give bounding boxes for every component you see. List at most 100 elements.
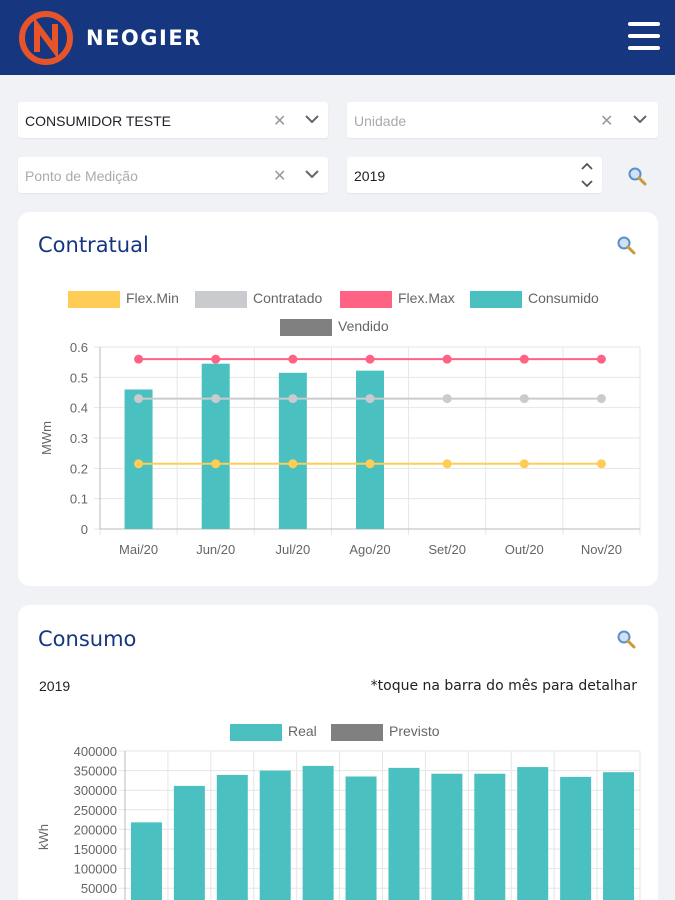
y-tick-label: 100000 [74, 862, 117, 877]
bar-consumido [201, 363, 230, 529]
consumo-year: 2019 [39, 678, 71, 694]
point-contratado [519, 394, 529, 404]
point-contratado [596, 394, 606, 404]
point-flex-min [288, 459, 298, 469]
cliente-select[interactable]: CONSUMIDOR TESTE ✕ [18, 102, 328, 138]
clear-icon[interactable]: ✕ [273, 168, 287, 185]
consumo-hint: *toque na barra do mês para detalhar [370, 678, 637, 694]
x-tick-label: Out/20 [505, 542, 544, 557]
legend-label: Consumido [528, 290, 599, 306]
bar-real [345, 776, 377, 900]
legend-item[interactable]: Flex.Min [68, 290, 179, 308]
y-axis-label: MWm [39, 421, 54, 455]
y-tick-label: 0.6 [70, 340, 88, 355]
legend-swatch [331, 723, 383, 741]
legend-swatch [340, 290, 392, 308]
bar-real [560, 776, 592, 900]
point-contratado [365, 394, 375, 404]
point-flex-max [288, 354, 298, 364]
chevron-down-icon[interactable] [303, 110, 321, 128]
point-flex-min [134, 459, 144, 469]
y-tick-label: 0.2 [70, 461, 88, 476]
y-tick-label: 0.4 [70, 401, 88, 416]
clear-icon[interactable]: ✕ [600, 113, 614, 130]
x-tick-label: Jun/20 [196, 542, 235, 557]
cliente-value: CONSUMIDOR TESTE [25, 113, 171, 129]
x-tick-label: Nov/20 [581, 542, 622, 557]
bar-real [302, 765, 334, 900]
legend-label: Previsto [389, 723, 440, 739]
legend-label: Real [288, 723, 317, 739]
legend-item[interactable]: Flex.Max [340, 290, 455, 308]
bar-real [388, 767, 420, 900]
clear-icon[interactable]: ✕ [273, 113, 287, 130]
legend-swatch [68, 290, 120, 308]
bar-real [474, 773, 506, 900]
point-flex-min [211, 459, 221, 469]
legend-item[interactable]: Real [230, 723, 317, 741]
legend-item[interactable]: Vendido [280, 318, 389, 336]
point-contratado [211, 394, 221, 404]
point-flex-min [519, 459, 529, 469]
unidade-select[interactable]: Unidade ✕ [347, 102, 658, 138]
point-flex-min [365, 459, 375, 469]
legend-label: Flex.Min [126, 290, 179, 306]
bar-real [259, 770, 291, 900]
point-contratado [442, 394, 452, 404]
search-icon[interactable] [616, 629, 636, 649]
top-navbar: NEOGIER [0, 0, 675, 75]
ponto-medicao-select[interactable]: Ponto de Medição ✕ [18, 157, 328, 193]
point-flex-max [519, 354, 529, 364]
bar-real [431, 773, 463, 900]
bar-real [173, 785, 205, 900]
search-icon[interactable] [627, 166, 647, 186]
bar-consumido [124, 389, 153, 529]
consumo-card: Consumo 2019 *toque na barra do mês para… [18, 605, 658, 900]
contratual-title: Contratual [38, 233, 149, 257]
point-flex-min [442, 459, 452, 469]
point-flex-max [211, 354, 221, 364]
y-tick-label: 0.5 [70, 370, 88, 385]
unidade-placeholder: Unidade [354, 113, 407, 129]
ponto-placeholder: Ponto de Medição [25, 168, 138, 184]
x-tick-label: Set/20 [428, 542, 466, 557]
number-spinner-icon[interactable] [579, 159, 595, 191]
legend-swatch [230, 723, 282, 741]
legend-label: Flex.Max [398, 290, 455, 306]
ano-value: 2019 [354, 168, 386, 184]
chevron-down-icon[interactable] [631, 110, 649, 128]
x-tick-label: Ago/20 [349, 542, 390, 557]
legend-swatch [470, 290, 522, 308]
y-tick-label: 350000 [74, 764, 117, 779]
ano-input[interactable]: 2019 [347, 157, 602, 193]
y-tick-label: 250000 [74, 803, 117, 818]
bar-real [216, 774, 248, 900]
y-tick-label: 400000 [74, 744, 117, 759]
brand-name: NEOGIER [86, 26, 202, 50]
legend-label: Vendido [338, 318, 389, 334]
hamburger-menu-icon[interactable] [628, 22, 660, 50]
x-tick-label: Mai/20 [119, 542, 158, 557]
y-tick-label: 0 [81, 522, 88, 537]
legend-item[interactable]: Contratado [195, 290, 322, 308]
y-tick-label: 0.1 [70, 492, 88, 507]
legend-item[interactable]: Consumido [470, 290, 599, 308]
search-icon[interactable] [616, 235, 636, 255]
x-tick-label: Jul/20 [276, 542, 311, 557]
y-axis-label: kWh [36, 824, 51, 850]
legend-label: Contratado [253, 290, 323, 306]
y-tick-label: 150000 [74, 842, 117, 857]
chevron-down-icon[interactable] [303, 165, 321, 183]
point-contratado [134, 394, 144, 404]
contratual-chart: 0 0.1 0.2 0.3 0.4 0.5 0.6 Mai/20 Jun/20 Jul/20 Ago… [39, 340, 641, 557]
point-flex-max [596, 354, 606, 364]
bar-real [517, 767, 549, 900]
y-tick-label: 50000 [81, 881, 117, 896]
y-tick-label: 0.3 [70, 431, 88, 446]
point-contratado [288, 394, 298, 404]
point-flex-max [134, 354, 144, 364]
contratual-card: Contratual Flex.Min Contratado Flex.Max … [18, 212, 658, 586]
point-flex-min [596, 459, 606, 469]
legend-swatch [280, 318, 332, 336]
legend-item[interactable]: Previsto [331, 723, 440, 741]
